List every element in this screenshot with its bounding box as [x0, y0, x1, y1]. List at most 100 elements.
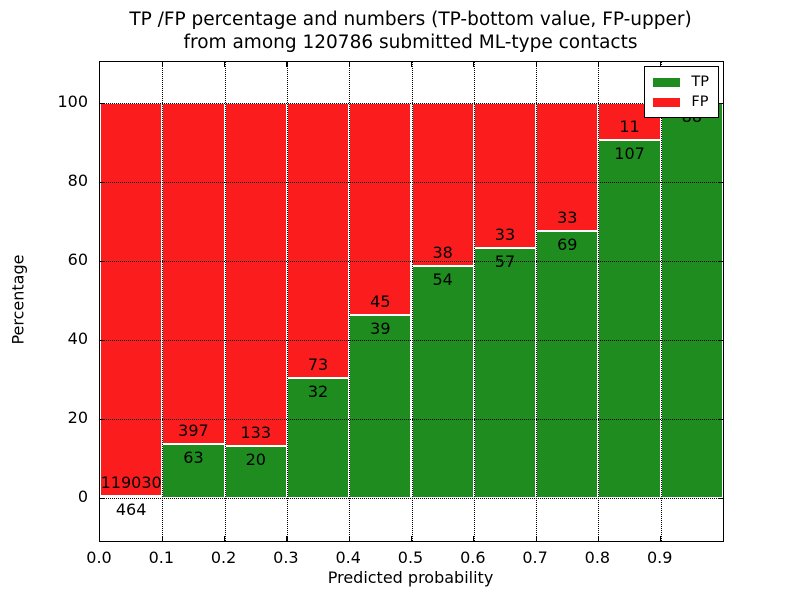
x-tick-mark [597, 536, 600, 541]
x-tick-mark [473, 536, 475, 541]
x-tick-mark [535, 62, 537, 67]
gridline-horizontal [100, 419, 723, 420]
chart-title: TP /FP percentage and numbers (TP-bottom… [99, 8, 722, 54]
x-tick-label: 0.2 [210, 548, 237, 567]
fp-count-label: 73 [307, 354, 329, 374]
tp-count-label: 63 [183, 447, 204, 467]
bar-segment-tp [473, 247, 537, 498]
gridline-vertical [660, 62, 662, 541]
y-tick-mark [100, 260, 105, 262]
x-tick-mark [286, 62, 288, 67]
y-tick-mark [100, 418, 105, 420]
y-tick-label: 60 [67, 250, 88, 269]
tp-count-label: 69 [557, 234, 578, 254]
tp-count-label: 464 [115, 500, 147, 520]
legend-row-fp: FP [653, 92, 709, 112]
y-tick-mark [100, 339, 105, 341]
x-tick-label: 0.5 [397, 548, 424, 567]
x-tick-label: 0.9 [646, 548, 673, 567]
x-tick-mark [411, 536, 413, 541]
chart-title-line2: from among 120786 submitted ML-type cont… [183, 32, 638, 53]
bar-segment-tp [349, 314, 412, 498]
x-tick-label: 0.8 [584, 548, 611, 567]
gridline-vertical [598, 62, 600, 541]
x-tick-mark [224, 62, 226, 67]
fp-count-label: 397 [178, 420, 209, 440]
x-tick-mark [348, 536, 350, 541]
x-tick-label: 0.6 [460, 548, 486, 567]
bar-segment-fp [536, 103, 599, 231]
y-tick-label: 0 [77, 487, 88, 506]
x-tick-label: 0.1 [148, 548, 175, 567]
bar-segment-tp [660, 103, 723, 498]
gridline-vertical [411, 62, 413, 541]
gridline-vertical [473, 62, 475, 541]
y-tick-mark [718, 181, 723, 183]
x-tick-mark [224, 536, 226, 541]
legend-swatch-tp [653, 77, 681, 87]
gridline-horizontal [100, 340, 723, 341]
legend-swatch-fp [653, 97, 681, 107]
bar-segment-fp [100, 103, 163, 497]
fp-count-label: 133 [240, 423, 272, 443]
bar-segment-fp [286, 103, 350, 378]
tp-count-label: 57 [494, 251, 516, 271]
y-tick-mark [100, 497, 105, 499]
bar-segment-tp [411, 266, 474, 498]
y-tick-mark [100, 181, 105, 183]
x-tick-mark [660, 62, 662, 67]
legend-label-fp: FP [691, 94, 709, 110]
legend-label-tp: TP [691, 74, 709, 90]
x-tick-mark [286, 536, 288, 541]
tp-count-label: 20 [245, 450, 266, 470]
fp-count-label: 33 [557, 207, 578, 227]
gridline-horizontal [100, 103, 723, 104]
fp-count-label: 11 [619, 116, 640, 136]
x-tick-label: 0.0 [86, 548, 112, 567]
y-tick-mark [718, 418, 723, 420]
x-tick-label: 0.3 [273, 548, 299, 567]
y-tick-mark [718, 260, 723, 262]
x-tick-label: 0.4 [335, 548, 361, 567]
gridline-vertical [286, 62, 288, 541]
x-tick-label: 0.7 [522, 548, 548, 567]
y-tick-mark [100, 102, 105, 104]
bar-segment-fp [224, 103, 287, 447]
y-tick-mark [718, 339, 723, 341]
x-tick-mark [161, 536, 163, 541]
y-tick-label: 40 [67, 329, 88, 348]
bar-segment-tp [224, 446, 287, 498]
y-tick-mark [718, 102, 723, 104]
gridline-horizontal [100, 261, 723, 262]
fp-count-label: 38 [432, 243, 453, 263]
x-tick-mark [597, 62, 600, 67]
x-tick-mark [660, 536, 662, 541]
bar-segment-fp [411, 103, 474, 267]
bar-segment-tp [100, 496, 163, 499]
fp-count-label: 45 [370, 291, 391, 311]
bar-segment-tp [286, 377, 350, 498]
y-axis-label: Percentage [8, 254, 28, 345]
fp-count-label: 33 [494, 224, 516, 244]
gridline-vertical [224, 62, 226, 541]
tp-count-label: 54 [432, 270, 453, 290]
chart-title-line1: TP /FP percentage and numbers (TP-bottom… [129, 9, 692, 30]
y-tick-mark [718, 497, 723, 499]
legend-row-tp: TP [653, 72, 709, 92]
fp-count-label: 119030 [100, 473, 162, 493]
gridline-horizontal [100, 498, 723, 499]
plot-area: 119030 464 397 63 133 20 73 32 45 39 38 54 33 57 33 69 1… [99, 61, 724, 542]
gridline-vertical [349, 62, 351, 541]
legend: TP FP [644, 66, 719, 118]
bar-segment-tp [598, 139, 661, 498]
tp-count-label: 39 [370, 318, 391, 338]
bar-segment-fp [473, 103, 537, 248]
x-tick-mark [473, 62, 475, 67]
x-axis-label: Predicted probability [327, 568, 494, 587]
tp-count-label: 32 [307, 381, 329, 401]
gridline-vertical [162, 62, 164, 541]
bar-segment-tp [536, 230, 599, 498]
y-tick-label: 100 [57, 92, 88, 111]
x-tick-mark [535, 536, 537, 541]
